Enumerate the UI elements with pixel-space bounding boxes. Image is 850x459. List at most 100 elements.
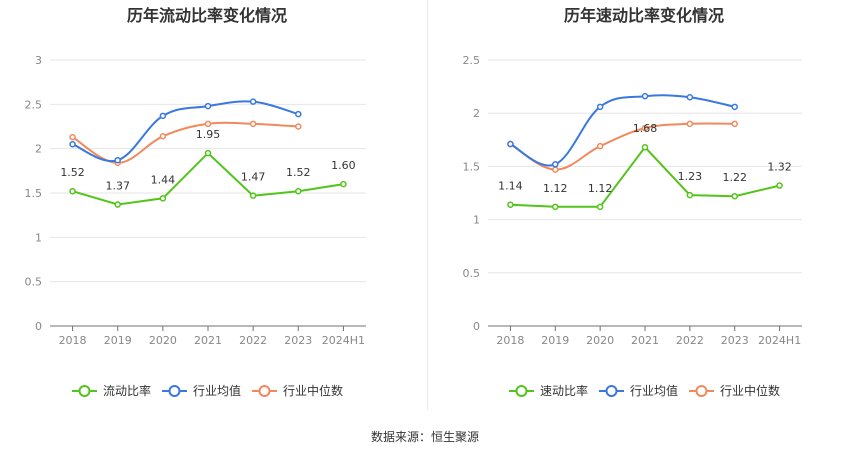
data-point: [295, 123, 302, 130]
y-tick-label: 2.5: [463, 54, 481, 67]
y-tick-label: 0.5: [25, 276, 43, 289]
data-label: 1.44: [151, 173, 176, 186]
legend-label: 速动比率: [540, 383, 588, 398]
data-point: [69, 133, 76, 141]
data-point: [686, 191, 694, 199]
y-tick-label: 1: [473, 214, 480, 227]
data-label: 1.52: [286, 166, 311, 179]
x-tick-label: 2022: [676, 334, 704, 347]
data-point: [204, 120, 212, 128]
x-tick-label: 2020: [149, 334, 177, 347]
x-tick-label: 2020: [586, 334, 614, 347]
data-point: [686, 93, 694, 101]
x-tick-label: 2021: [194, 334, 222, 347]
data-point: [249, 192, 257, 199]
data-point: [596, 142, 604, 150]
x-tick-label: 2019: [104, 334, 132, 347]
data-label: 1.22: [722, 171, 747, 184]
data-label: 1.23: [678, 170, 703, 183]
data-label: 1.52: [60, 166, 85, 179]
data-label: 1.47: [241, 171, 266, 184]
data-point: [69, 140, 76, 148]
series-line-2: [72, 100, 299, 163]
x-tick-label: 2018: [496, 334, 524, 347]
y-tick-label: 0.5: [463, 267, 481, 280]
data-point: [204, 149, 212, 157]
y-tick-label: 3: [35, 54, 42, 67]
data-point: [731, 192, 738, 200]
y-tick-label: 2: [35, 143, 42, 156]
series-line-2: [509, 94, 735, 167]
data-point: [204, 102, 212, 110]
legend-swatch-marker: [258, 385, 271, 397]
data-label: 1.37: [105, 180, 130, 193]
x-tick-label: 2019: [541, 334, 569, 347]
data-point: [159, 133, 167, 140]
legend-swatch-marker: [605, 385, 618, 397]
y-tick-label: 1.5: [25, 187, 43, 200]
x-tick-label: 2021: [631, 334, 659, 347]
legend-label: 行业均值: [193, 383, 241, 398]
data-label: 1.60: [331, 159, 356, 172]
data-point: [641, 124, 649, 132]
legend-label: 流动比率: [103, 383, 151, 398]
y-tick-label: 1.5: [463, 160, 481, 173]
y-tick-label: 1: [35, 231, 42, 244]
chart-title: 历年速动比率变化情况: [564, 6, 724, 25]
x-tick-label: 2018: [59, 334, 87, 347]
y-tick-label: 0: [473, 320, 480, 333]
data-label: 1.12: [588, 182, 613, 195]
data-point: [114, 201, 121, 208]
data-label: 1.68: [633, 122, 658, 135]
data-point: [731, 120, 738, 128]
x-tick-label: 2024H1: [322, 334, 365, 347]
data-point: [641, 143, 649, 151]
y-tick-label: 0: [35, 320, 42, 333]
data-point: [69, 187, 76, 195]
y-tick-label: 2.5: [25, 98, 43, 111]
data-label: 1.12: [543, 182, 568, 195]
data-label: 1.14: [498, 180, 523, 193]
data-point: [159, 195, 167, 202]
data-point: [552, 166, 559, 173]
data-point: [249, 120, 257, 128]
data-point: [641, 92, 649, 100]
legend-swatch-marker: [695, 385, 708, 397]
data-point: [159, 112, 167, 120]
data-label: 1.95: [196, 128, 221, 141]
data-point: [686, 120, 694, 128]
data-point: [295, 110, 302, 118]
y-tick-label: 2: [473, 107, 480, 120]
legend-label: 行业均值: [630, 383, 678, 398]
data-point: [552, 161, 559, 168]
x-tick-label: 2023: [721, 334, 749, 347]
data-point: [249, 98, 257, 105]
x-tick-label: 2023: [284, 334, 312, 347]
data-point: [340, 180, 347, 188]
data-point: [295, 187, 302, 195]
legend-swatch-marker: [78, 385, 91, 397]
x-tick-label: 2024H1: [758, 334, 801, 347]
legend-label: 行业中位数: [283, 383, 343, 398]
data-point: [507, 140, 514, 148]
series-line-3: [72, 121, 299, 164]
data-point: [731, 103, 738, 111]
data-point: [507, 201, 514, 208]
chart-title: 历年流动比率变化情况: [127, 6, 287, 25]
x-tick-label: 2022: [239, 334, 267, 347]
legend-label: 行业中位数: [720, 383, 780, 398]
data-point: [114, 156, 121, 164]
data-point: [776, 182, 783, 189]
legend-swatch-marker: [168, 385, 181, 397]
data-label: 1.32: [767, 161, 792, 174]
data-point: [596, 203, 604, 211]
chart-2: 历年速动比率变化情况 0 0.5 1 1.5 2 2.5 2018 2019 2020 2021 20…: [463, 6, 802, 398]
data-source-note: 数据来源：恒生聚源: [370, 430, 479, 444]
data-point: [552, 203, 559, 211]
legend-swatch-marker: [515, 385, 528, 397]
data-point: [596, 103, 604, 111]
series-line-3: [509, 122, 735, 171]
